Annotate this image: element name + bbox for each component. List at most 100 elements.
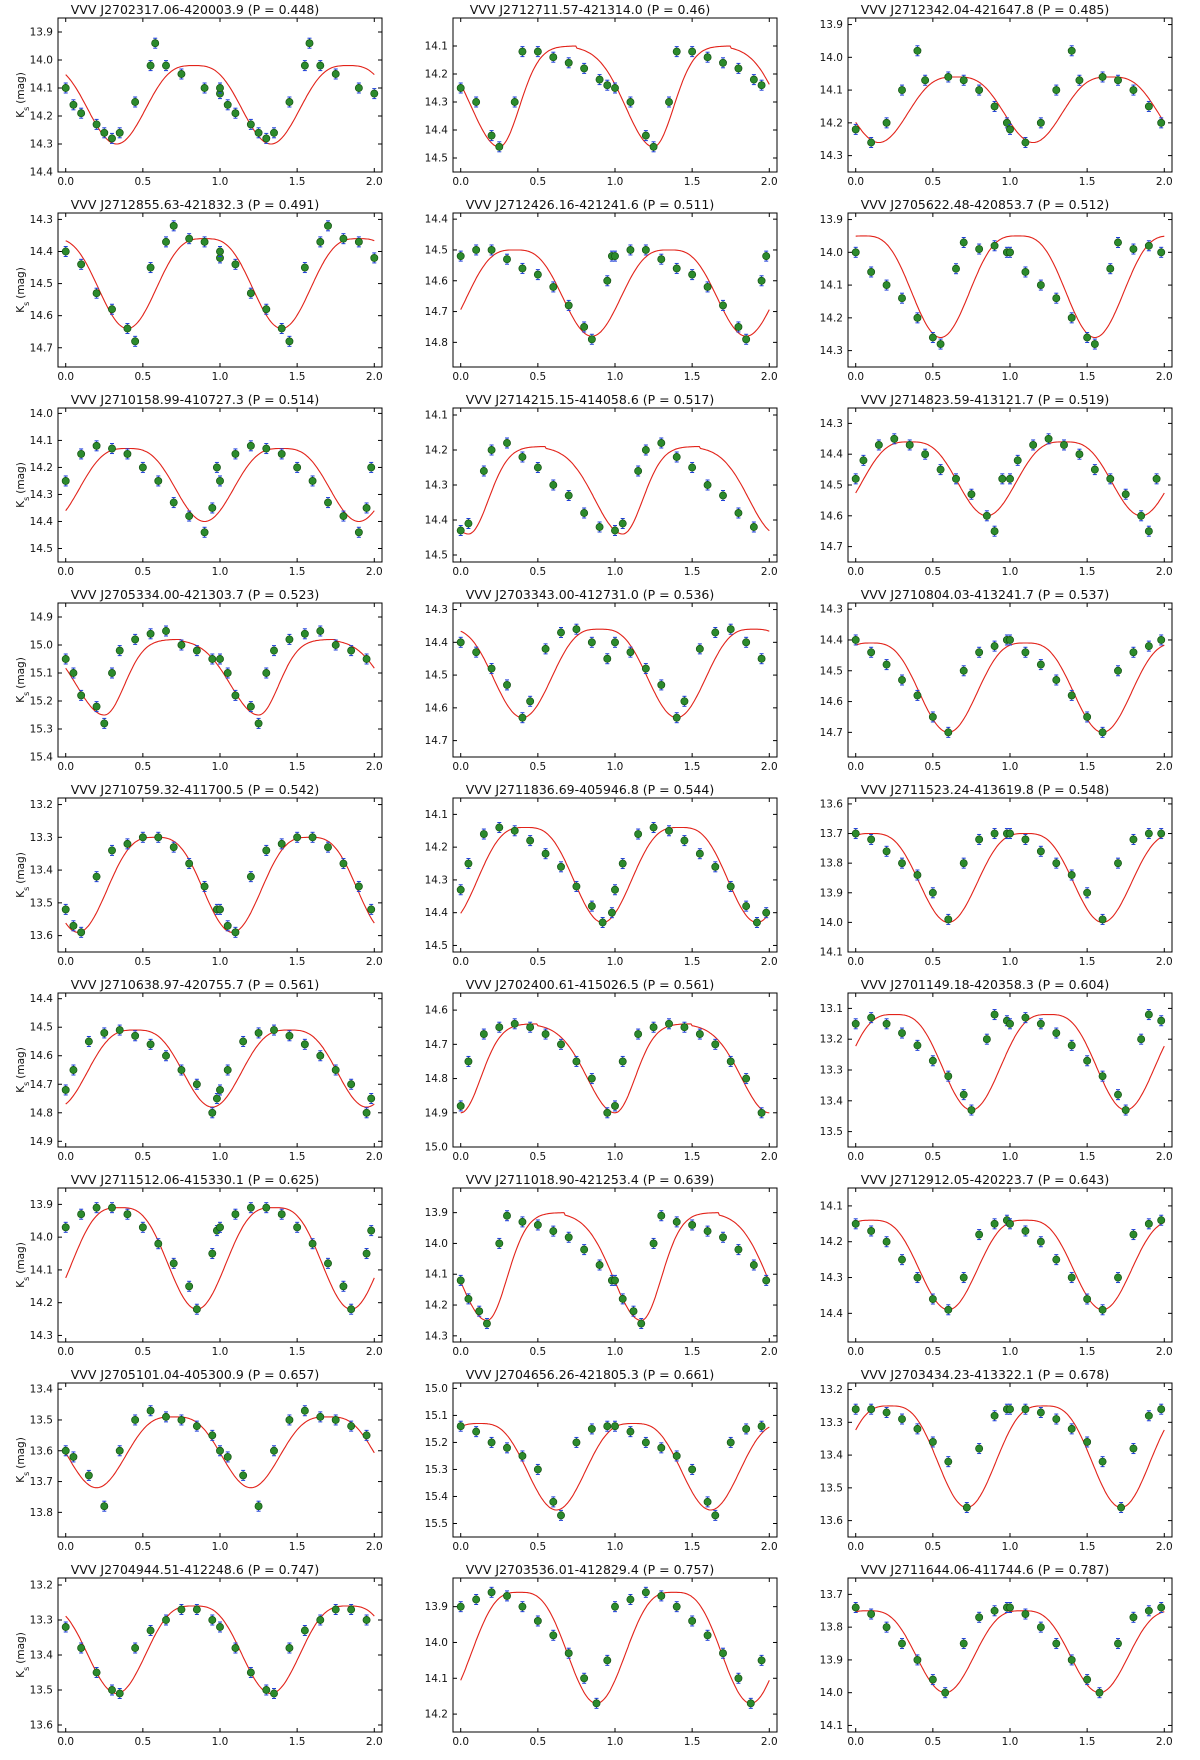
y-tick-label: 14.2 [425, 842, 448, 854]
plot-frame [847, 602, 1173, 758]
y-tick-label: 14.4 [30, 167, 54, 179]
data-point [541, 644, 550, 653]
data-point [131, 1416, 140, 1424]
light-curve-plot: 0.0 0.5 1.0 1.5 2.0 14.1 14.2 14.3 14.4 [820, 1187, 1173, 1358]
data-point [611, 84, 619, 92]
y-tick-label: 13.7 [30, 1476, 53, 1488]
data-point [557, 862, 565, 871]
data-point [672, 713, 681, 722]
data-point [634, 467, 643, 475]
data-point [339, 234, 348, 243]
data-point [138, 1223, 147, 1232]
x-tick-label: 1.5 [684, 1151, 701, 1163]
y-tick-label: 14.4 [820, 634, 844, 646]
y-tick-label: 14.0 [820, 247, 843, 259]
data-point [456, 84, 465, 92]
data-point [518, 264, 527, 273]
data-point [131, 98, 140, 106]
x-tick-label: 1.0 [1002, 371, 1019, 383]
x-tick-label: 2.0 [761, 371, 778, 383]
y-tick-label: 15.1 [30, 668, 53, 680]
data-point [362, 1108, 371, 1117]
panel-title: VVV J2702400.61-415026.5 (P = 0.561) [465, 977, 715, 992]
data-point [726, 1057, 735, 1066]
data-point [324, 1259, 332, 1268]
x-tick-label: 0.5 [530, 956, 547, 968]
data-point [108, 846, 116, 855]
data-point [472, 648, 481, 657]
data-point [1036, 1237, 1045, 1246]
data-point [495, 142, 504, 151]
data-point [270, 646, 278, 655]
x-tick-label: 0.5 [530, 176, 547, 188]
data-point [959, 1090, 968, 1099]
y-tick-label: 14.7 [425, 306, 448, 318]
y-axis-label-sub: s [22, 692, 31, 696]
data-point [108, 1686, 116, 1694]
data-point [618, 1057, 627, 1066]
data-point [719, 1233, 727, 1242]
data-point [851, 829, 860, 838]
data-point [92, 441, 101, 450]
plot-frame [452, 1187, 778, 1343]
y-tick-label: 14.3 [425, 1330, 448, 1342]
y-tick-label: 14.1 [425, 1269, 448, 1281]
data-point [944, 73, 953, 81]
data-point [293, 1223, 302, 1232]
light-curve-panel: VVV J2705622.48-420853.7 (P = 0.512) 0.0 0… [790, 195, 1180, 388]
y-tick-label: 13.4 [30, 865, 54, 877]
data-point [587, 902, 596, 911]
x-tick-label: 1.0 [607, 1736, 624, 1748]
data-point [293, 463, 302, 472]
data-point [851, 1405, 860, 1414]
y-tick-label: 14.5 [820, 665, 843, 677]
data-point [1021, 138, 1030, 147]
y-tick-label: 14.1 [425, 410, 448, 422]
data-point [200, 882, 209, 891]
data-point [719, 491, 727, 500]
data-point [611, 252, 619, 261]
y-tick-label: 13.9 [820, 1654, 843, 1666]
x-tick-label: 1.5 [1079, 371, 1096, 383]
x-tick-label: 0.0 [452, 371, 469, 383]
y-tick-label: 14.8 [30, 1107, 53, 1119]
data-point [503, 680, 511, 689]
light-curve-panel: VVV J2703343.00-412731.0 (P = 0.536) 0.0 0… [395, 585, 785, 778]
data-point [92, 1203, 101, 1212]
data-point [975, 245, 984, 253]
data-point [487, 446, 496, 454]
data-point [69, 669, 78, 677]
data-point [959, 1639, 968, 1648]
data-point [456, 638, 465, 647]
y-axis-label-unit: (mag) [15, 72, 27, 104]
data-point [316, 61, 325, 70]
x-tick-label: 1.0 [212, 956, 229, 968]
data-point [603, 1108, 612, 1117]
data-point [626, 1595, 635, 1604]
data-point [92, 702, 101, 711]
data-point [503, 1443, 511, 1452]
data-point [672, 1602, 681, 1611]
data-point [1060, 441, 1068, 449]
data-point [1114, 76, 1122, 85]
data-point [603, 1656, 612, 1665]
data-point [580, 323, 589, 331]
data-point [982, 1035, 991, 1044]
y-tick-label: 13.3 [30, 1615, 53, 1627]
data-point [572, 1438, 581, 1447]
panel-title: VVV J2710804.03-413241.7 (P = 0.537) [860, 587, 1110, 602]
light-curve-plot: 0.0 0.5 1.0 1.5 2.0 13.1 13.2 13.3 13.4 13.5 [820, 992, 1173, 1163]
data-point [882, 1408, 891, 1417]
data-point [456, 885, 465, 894]
data-point [533, 463, 542, 472]
data-point [749, 523, 758, 531]
data-point [123, 1210, 132, 1219]
data-point [672, 1217, 681, 1226]
x-tick-label: 1.0 [212, 371, 229, 383]
x-tick-label: 2.0 [1156, 1346, 1173, 1358]
data-point [239, 1037, 248, 1046]
y-tick-label: 13.3 [820, 1417, 843, 1429]
data-point [115, 1026, 124, 1035]
data-point [208, 1431, 217, 1440]
data-point [115, 1689, 124, 1698]
